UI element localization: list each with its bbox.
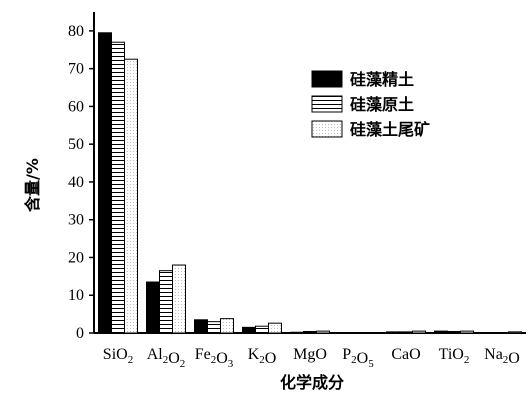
bar — [351, 332, 365, 334]
x-tick-label-part: Fe — [195, 346, 211, 363]
bar — [194, 319, 208, 334]
bar — [316, 330, 330, 334]
bar — [146, 281, 160, 334]
x-tick-label-part: TiO — [439, 346, 464, 363]
bar — [447, 330, 461, 334]
x-tick-label-part: Al — [147, 346, 164, 363]
x-tick-label-subscript: 2 — [351, 354, 357, 366]
x-tick-label: MgO — [293, 346, 327, 363]
bar — [268, 322, 282, 334]
bar — [460, 330, 474, 334]
y-tick-label: 20 — [68, 249, 84, 266]
x-tick-label-subscript: 2 — [180, 358, 186, 370]
x-tick-label-part: K — [248, 346, 260, 363]
y-tick-label: 10 — [68, 287, 84, 304]
x-tick-label-part: Si — [103, 346, 117, 363]
x-tick-label-subscript: 2 — [211, 354, 217, 366]
legend-swatch — [311, 70, 343, 88]
bar — [255, 325, 269, 334]
bar — [111, 41, 125, 334]
bar — [364, 332, 378, 334]
bar — [303, 330, 317, 334]
bar — [495, 332, 509, 334]
x-tick-label-part: O — [216, 350, 228, 367]
bar — [159, 270, 173, 334]
bar — [482, 332, 496, 334]
legend-swatch — [311, 120, 343, 138]
bar — [508, 331, 522, 334]
x-tick-label-subscript: 2 — [128, 354, 134, 366]
bar — [412, 330, 426, 334]
bar — [220, 318, 234, 334]
x-tick-label: Na2O — [484, 346, 520, 367]
x-tick-label-part: Na — [484, 346, 503, 363]
bar — [124, 58, 138, 334]
bar — [386, 331, 400, 334]
x-tick-label-part: MgO — [293, 346, 327, 363]
bar — [290, 331, 304, 334]
x-tick-label-part: CaO — [391, 346, 420, 363]
x-tick-label-subscript: 2 — [464, 354, 470, 366]
x-tick-label-subscript: 5 — [368, 358, 374, 370]
legend-label: 硅藻土尾矿 — [350, 120, 430, 139]
y-axis-title: 含量/% — [23, 158, 42, 212]
y-tick-label: 0 — [76, 325, 84, 342]
x-tick-label-part: O — [116, 346, 128, 363]
x-tick-label: Al2O2 — [147, 346, 186, 370]
legend-swatch — [311, 95, 343, 113]
x-tick-label: P2O5 — [342, 346, 374, 370]
x-axis-title: 化学成分 — [280, 373, 344, 392]
bar — [434, 330, 448, 334]
x-tick-label-part: O — [168, 350, 180, 367]
x-tick-label: SiO2 — [103, 346, 133, 366]
x-tick-label-subscript: 2 — [163, 354, 169, 366]
bar — [242, 326, 256, 334]
bar — [207, 321, 221, 334]
bar — [338, 332, 352, 334]
y-tick-label: 30 — [68, 212, 84, 229]
bar — [98, 32, 112, 334]
bar — [172, 264, 186, 334]
legend-label: 硅藻精土 — [350, 70, 414, 89]
x-tick-label: Fe2O3 — [195, 346, 234, 370]
x-tick-label: K2O — [248, 346, 277, 367]
x-tick-label-subscript: 2 — [259, 354, 265, 366]
y-tick-label: 60 — [68, 98, 84, 115]
x-tick-label-part: O — [508, 350, 520, 367]
y-tick-label: 40 — [68, 174, 84, 191]
x-tick-label-part: O — [265, 350, 277, 367]
x-tick-label-subscript: 2 — [503, 354, 509, 366]
x-tick-label: CaO — [391, 346, 420, 363]
bar — [399, 331, 413, 334]
x-tick-label-part: P — [342, 346, 351, 363]
legend-label: 硅藻原土 — [350, 95, 414, 114]
x-tick-label-subscript: 3 — [228, 358, 234, 370]
y-tick-label: 70 — [68, 61, 84, 78]
x-tick-label: TiO2 — [439, 346, 470, 366]
y-tick-label: 80 — [68, 23, 84, 40]
x-tick-label-part: O — [357, 350, 369, 367]
y-tick-label: 50 — [68, 136, 84, 153]
